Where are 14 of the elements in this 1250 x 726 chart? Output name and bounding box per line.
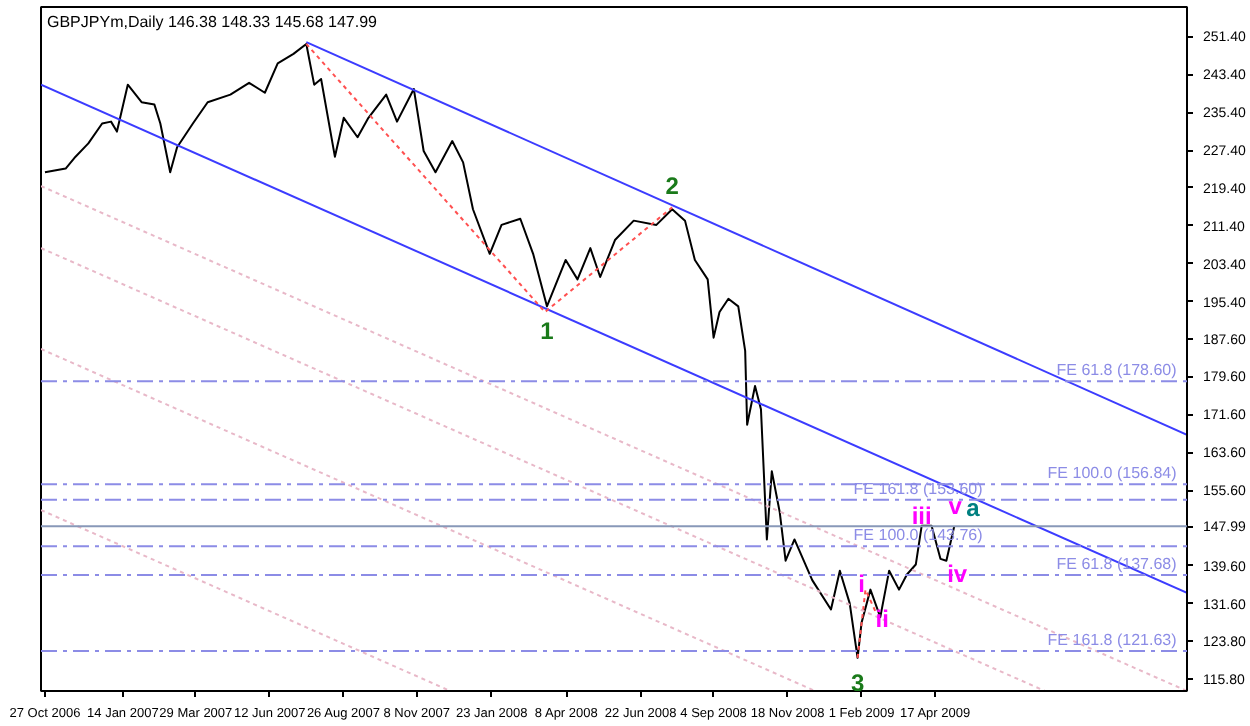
ref-line-label: FE 61.8 (178.60): [1056, 361, 1178, 380]
annotation: iv: [947, 560, 968, 589]
ref-line-label: FE 61.8 (137.68): [1056, 555, 1178, 574]
chart-title: GBPJPYm,Daily 146.38 148.33 145.68 147.99: [47, 13, 379, 31]
annotation: ii: [875, 605, 889, 633]
annotation: i: [858, 569, 865, 598]
annotation: 2: [665, 172, 680, 201]
annotation: 3: [850, 668, 865, 697]
annotation: 1: [540, 317, 555, 346]
ref-line-label: FE 161.8 (121.63): [1047, 631, 1178, 650]
annotation: v: [948, 492, 963, 521]
annotation: iii: [911, 502, 932, 531]
annotation: a: [966, 494, 981, 523]
ref-line-label: FE 100.0 (156.84): [1047, 464, 1178, 483]
